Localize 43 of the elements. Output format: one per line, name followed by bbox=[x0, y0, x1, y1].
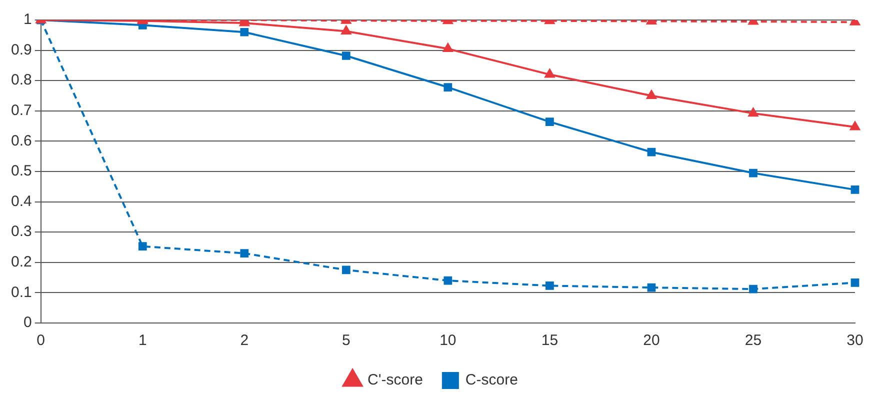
point bbox=[240, 28, 249, 36]
y-tick-label: 0.7 bbox=[10, 102, 32, 120]
point bbox=[341, 26, 352, 34]
y-tick-label: 1 bbox=[24, 11, 32, 28]
y-tick-label: 0.4 bbox=[10, 192, 32, 210]
y-tick-label: 0.1 bbox=[10, 284, 32, 301]
point bbox=[850, 278, 860, 287]
y-tick-label: 0.3 bbox=[10, 223, 32, 240]
x-tick-label: 15 bbox=[541, 332, 558, 350]
point bbox=[444, 83, 452, 92]
point bbox=[748, 108, 758, 117]
x-tick-label: 0 bbox=[36, 332, 46, 350]
x-tick-label: 20 bbox=[643, 332, 660, 350]
point bbox=[443, 43, 453, 52]
x-tick-label: 30 bbox=[846, 332, 864, 350]
x-tick-label: 1 bbox=[138, 332, 147, 350]
point bbox=[546, 282, 554, 290]
y-tick-label: 0.8 bbox=[10, 72, 32, 89]
point bbox=[444, 276, 452, 285]
point bbox=[749, 168, 758, 178]
point bbox=[749, 284, 758, 294]
point bbox=[546, 118, 554, 126]
x-tick-label: 5 bbox=[342, 332, 350, 350]
point bbox=[647, 148, 656, 156]
point bbox=[646, 90, 656, 99]
point bbox=[342, 266, 350, 274]
point bbox=[138, 242, 147, 251]
y-tick-label: 0.2 bbox=[10, 254, 32, 271]
x-tick-label: 10 bbox=[440, 332, 456, 350]
point bbox=[647, 283, 656, 292]
y-tick-label: 0.5 bbox=[10, 162, 32, 180]
point bbox=[850, 121, 860, 130]
point bbox=[342, 52, 350, 60]
x-tick-label: 25 bbox=[744, 332, 762, 350]
y-tick-label: 0.9 bbox=[10, 41, 32, 58]
y-tick-label: 0.6 bbox=[10, 132, 32, 150]
point bbox=[544, 69, 555, 78]
x-tick-label: 2 bbox=[240, 332, 249, 350]
point bbox=[850, 186, 860, 194]
legend-label: C-score bbox=[465, 372, 518, 389]
legend-label: C'-score bbox=[368, 372, 423, 389]
point bbox=[240, 249, 249, 258]
y-tick-label: 0 bbox=[24, 314, 32, 332]
